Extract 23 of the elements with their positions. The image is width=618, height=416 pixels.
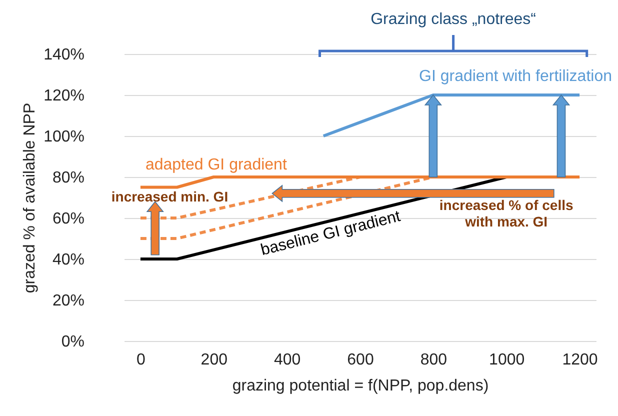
y-tick-label: 40% — [52, 252, 84, 268]
y-tick-label: 60% — [52, 210, 84, 228]
x-tick-label: 200 — [200, 352, 228, 368]
x-tick-label: 1200 — [562, 352, 598, 368]
y-tick-label: 140% — [44, 46, 84, 64]
series-label: adapted GI gradient — [145, 156, 288, 174]
annotation: increased min. GI — [111, 188, 228, 205]
x-tick-label: 400 — [274, 352, 301, 368]
annotation: increased % of cells with max. GI — [439, 196, 574, 230]
x-tick-label: 600 — [347, 352, 374, 368]
y-tick-label: 20% — [52, 292, 84, 310]
x-tick-label: 0 — [136, 352, 146, 368]
x-axis-title: grazing potential = f(NPP, pop.dens) — [232, 378, 489, 394]
y-axis-title: grazed % of available NPP — [22, 102, 39, 294]
y-tick-label: 100% — [44, 128, 84, 146]
x-tick-label: 1000 — [489, 352, 525, 368]
text: Grazing class „notrees“ — [370, 11, 536, 28]
y-tick-label: 0% — [61, 334, 84, 350]
y-tick-label: 120% — [44, 88, 84, 104]
text: baseline GI gradient — [259, 208, 403, 260]
series-label: GI gradient with fertilization — [419, 68, 612, 85]
y-tick-label: 80% — [52, 170, 84, 186]
x-tick-label: 800 — [420, 352, 448, 368]
